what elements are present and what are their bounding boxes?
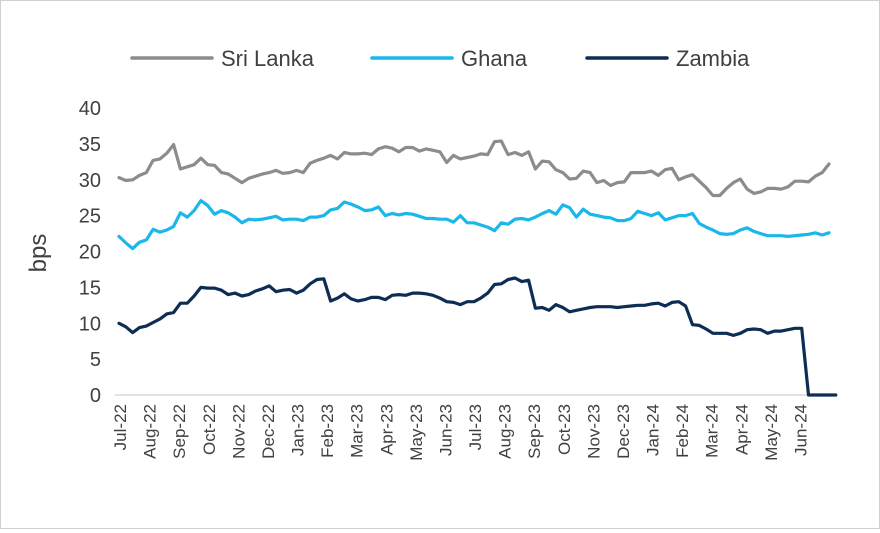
x-tick-label: Feb-23 [318, 404, 337, 458]
x-tick-label: Jun-23 [436, 404, 455, 456]
x-tick-label: Oct-22 [200, 404, 219, 455]
y-tick-label: 5 [90, 349, 101, 371]
x-tick-label: Apr-24 [732, 404, 751, 455]
x-tick-label: Aug-22 [141, 404, 160, 459]
y-tick-label: 40 [79, 98, 101, 120]
y-axis-label: bps [25, 234, 52, 273]
series-lines [117, 139, 838, 397]
x-tick-label: Dec-23 [614, 404, 633, 459]
x-tick-label: Nov-22 [229, 404, 248, 459]
legend: Sri Lanka Ghana Zambia [130, 46, 750, 71]
x-tick-label: Apr-23 [377, 404, 396, 455]
x-tick-label: Jul-22 [111, 404, 130, 450]
x-tick-label: Mar-24 [703, 404, 722, 458]
series-line-zambia [117, 276, 838, 397]
x-tick-label: Aug-23 [496, 404, 515, 459]
series-line-ghana [117, 199, 831, 251]
x-tick-label: May-23 [407, 404, 426, 461]
y-tick-label: 20 [79, 242, 101, 264]
y-axis-ticks: 0 5 10 15 20 25 30 35 40 [79, 98, 101, 407]
x-tick-label: Dec-22 [259, 404, 278, 459]
x-tick-label: Jan-24 [644, 404, 663, 456]
x-tick-label: Jan-23 [289, 404, 308, 456]
series-line-sri-lanka [117, 139, 831, 198]
legend-label: Zambia [676, 46, 750, 71]
x-axis-ticks: Jul-22 Aug-22 Sep-22 Oct-22 Nov-22 Dec-22 Jan-… [111, 404, 810, 461]
x-tick-label: Nov-23 [584, 404, 603, 459]
y-tick-label: 10 [79, 313, 101, 335]
legend-label: Sri Lanka [221, 46, 315, 71]
y-tick-label: 35 [79, 134, 101, 156]
x-tick-label: May-24 [762, 404, 781, 461]
y-tick-label: 25 [79, 206, 101, 228]
x-tick-label: Sep-23 [525, 404, 544, 459]
y-tick-label: 0 [90, 385, 101, 407]
x-tick-label: Jun-24 [791, 404, 810, 456]
x-tick-label: Jul-23 [466, 404, 485, 450]
x-tick-label: Oct-23 [555, 404, 574, 455]
x-tick-label: Mar-23 [348, 404, 367, 458]
legend-label: Ghana [461, 46, 528, 71]
y-tick-label: 15 [79, 277, 101, 299]
y-tick-label: 30 [79, 170, 101, 192]
x-tick-label: Feb-24 [673, 404, 692, 458]
x-tick-label: Sep-22 [170, 404, 189, 459]
